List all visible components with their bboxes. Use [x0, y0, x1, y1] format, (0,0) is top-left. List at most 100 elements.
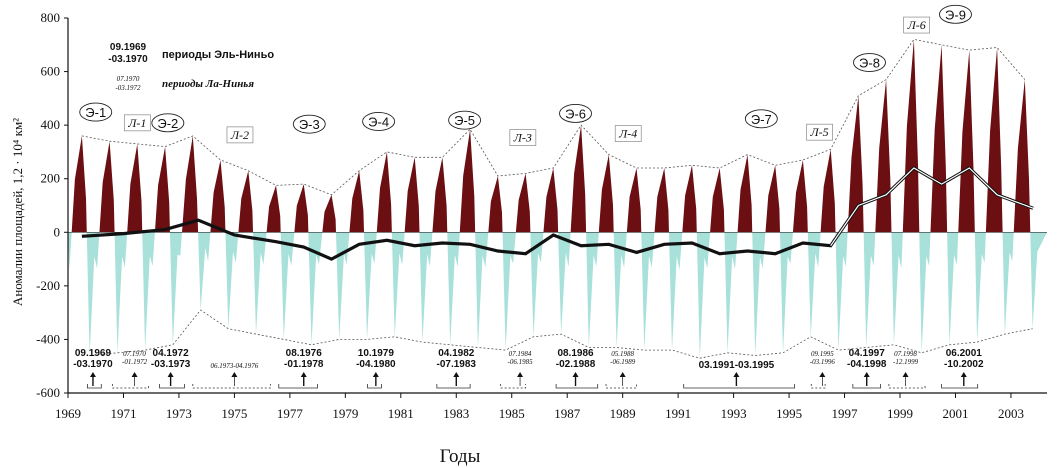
la-nina-period-start: 07.1970	[123, 350, 146, 358]
la-nina-label: Л-6	[907, 18, 926, 32]
axes: -600 -400 -200 0 200 400 600 800 1969 1971 1973 197…	[36, 10, 1047, 421]
el-nino-period-start: 08.1976	[286, 348, 323, 359]
legend-la-nina-text: периоды Ла-Нинья	[162, 78, 254, 90]
legend-el-nino-sample-top: 09.1969	[110, 42, 147, 53]
el-nino-label: Э-8	[859, 56, 880, 71]
x-axis-label: Годы	[440, 446, 481, 467]
y-axis-label: Аномалии площадей, 1,2 · 10⁴ км²	[10, 118, 25, 306]
y-tick-label: 600	[41, 64, 61, 79]
legend-el-nino-sample-bottom: -03.1970	[108, 54, 148, 65]
el-nino-period-bracket	[436, 384, 471, 389]
x-tick-label: 1989	[610, 406, 636, 421]
el-nino-label: Э-2	[157, 116, 178, 131]
la-nina-period-start: 09.1995	[811, 350, 834, 358]
x-tick-label: 2003	[998, 406, 1024, 421]
la-nina-period-arrowhead	[902, 372, 909, 377]
el-nino-period-end: -07.1983	[437, 359, 477, 370]
la-nina-label: Л-2	[230, 128, 249, 142]
el-nino-label: Э-5	[454, 113, 475, 128]
la-nina-label: Л-1	[127, 116, 146, 130]
la-nina-marker	[123, 114, 151, 132]
el-nino-period-start: 04.1997	[849, 348, 886, 359]
la-nina-label: Л-3	[513, 131, 532, 145]
plot-area: Э-1 Э-2 Э-3 Э-4 Э-5 Э-6 Э-7 Э-8 Э-9 Л-1 Л-2 Л-3 Л-4 Л…	[68, 4, 1047, 389]
y-tick-label: -400	[36, 331, 60, 346]
el-nino-period-end: -03.1970	[73, 359, 113, 370]
la-nina-period-arrowhead	[819, 372, 826, 377]
la-nina-period-end: -06.1985	[508, 358, 534, 366]
el-nino-period-end: -01.1978	[284, 359, 324, 370]
el-nino-period-end: -04.1998	[847, 359, 887, 370]
legend-la-nina-sample-top: 07.1970	[117, 75, 140, 83]
la-nina-period-arrowhead	[619, 372, 626, 377]
positive-anomaly-area	[71, 39, 1031, 233]
el-nino-period-arrowhead	[89, 372, 96, 377]
la-nina-label: Л-5	[810, 125, 829, 139]
el-nino-period-start: 09.1969	[75, 348, 112, 359]
la-nina-period-bracket	[192, 384, 271, 389]
el-nino-marker	[744, 109, 778, 129]
el-nino-period-bracket	[87, 384, 102, 389]
el-nino-period-end: -03.1973	[151, 359, 191, 370]
x-tick-label: 1977	[277, 406, 304, 421]
x-tick-label: 1975	[221, 406, 247, 421]
x-tick-label: 1979	[332, 406, 358, 421]
la-nina-period-start: 07.1984	[509, 350, 532, 358]
upper-envelope	[81, 38, 1026, 196]
x-tick-label: 1991	[665, 406, 691, 421]
el-nino-period-start: 10.1979	[358, 348, 395, 359]
la-nina-label: Л-4	[618, 127, 637, 141]
el-nino-period-bracket	[941, 384, 979, 389]
el-nino-label: Э-9	[945, 7, 966, 22]
y-tick-label: 0	[54, 224, 61, 239]
y-tick-label: -600	[36, 385, 60, 400]
la-nina-period-bracket	[888, 384, 926, 389]
la-nina-period-end: -01.1972	[122, 358, 148, 366]
la-nina-period-end: -06.1989	[610, 358, 636, 366]
legend: 09.1969 -03.1970 периоды Эль-Ниньо 07.19…	[108, 42, 274, 92]
el-nino-period-bracket	[683, 384, 796, 389]
la-nina-period-end: -03.1996	[810, 358, 836, 366]
el-nino-marker	[853, 53, 886, 73]
la-nina-period-start: 06.1973-04.1976	[210, 362, 258, 370]
x-tick-label: 1997	[832, 406, 859, 421]
y-tick-label: 800	[41, 10, 61, 25]
el-nino-marker	[362, 112, 396, 131]
la-nina-marker	[806, 123, 833, 141]
el-nino-period-start: 03.1991-03.1995	[699, 360, 775, 371]
x-tick-label: 1971	[110, 406, 136, 421]
el-nino-label: Э-4	[368, 114, 389, 129]
el-nino-period-start: 06.2001	[946, 348, 983, 359]
x-tick-label: 1993	[721, 406, 747, 421]
legend-el-nino-text: периоды Эль-Ниньо	[162, 49, 274, 61]
el-nino-period-arrowhead	[863, 372, 870, 377]
el-nino-period-end: -10.2002	[944, 359, 984, 370]
la-nina-period-arrowhead	[231, 372, 238, 377]
x-tick-label: 2001	[942, 406, 968, 421]
la-nina-period-start: 05.1988	[611, 350, 634, 358]
el-nino-period-arrowhead	[960, 372, 967, 377]
x-tick-label: 1983	[443, 406, 469, 421]
la-nina-period-bracket	[605, 384, 637, 389]
el-nino-label: Э-3	[299, 117, 320, 132]
el-nino-period-bracket	[278, 384, 319, 389]
trend-line-highlight	[830, 167, 1034, 247]
el-nino-marker	[559, 103, 592, 123]
la-nina-marker	[903, 16, 931, 34]
la-nina-marker	[226, 126, 254, 144]
el-nino-period-bracket	[159, 384, 185, 389]
el-nino-period-arrowhead	[167, 372, 174, 377]
x-tick-label: 1987	[554, 406, 581, 421]
la-nina-period-bracket	[111, 384, 149, 389]
x-tick-label: 1969	[55, 406, 81, 421]
lower-envelope	[89, 309, 1033, 359]
el-nino-period-start: 08.1986	[557, 348, 594, 359]
el-nino-marker	[448, 110, 482, 130]
la-nina-marker	[509, 129, 537, 146]
y-tick-label: -200	[36, 278, 60, 293]
y-tick-label: 200	[41, 171, 61, 186]
el-nino-marker	[939, 4, 972, 24]
la-nina-period-end: -12.1999	[893, 358, 919, 366]
el-nino-label: Э-7	[751, 112, 772, 127]
